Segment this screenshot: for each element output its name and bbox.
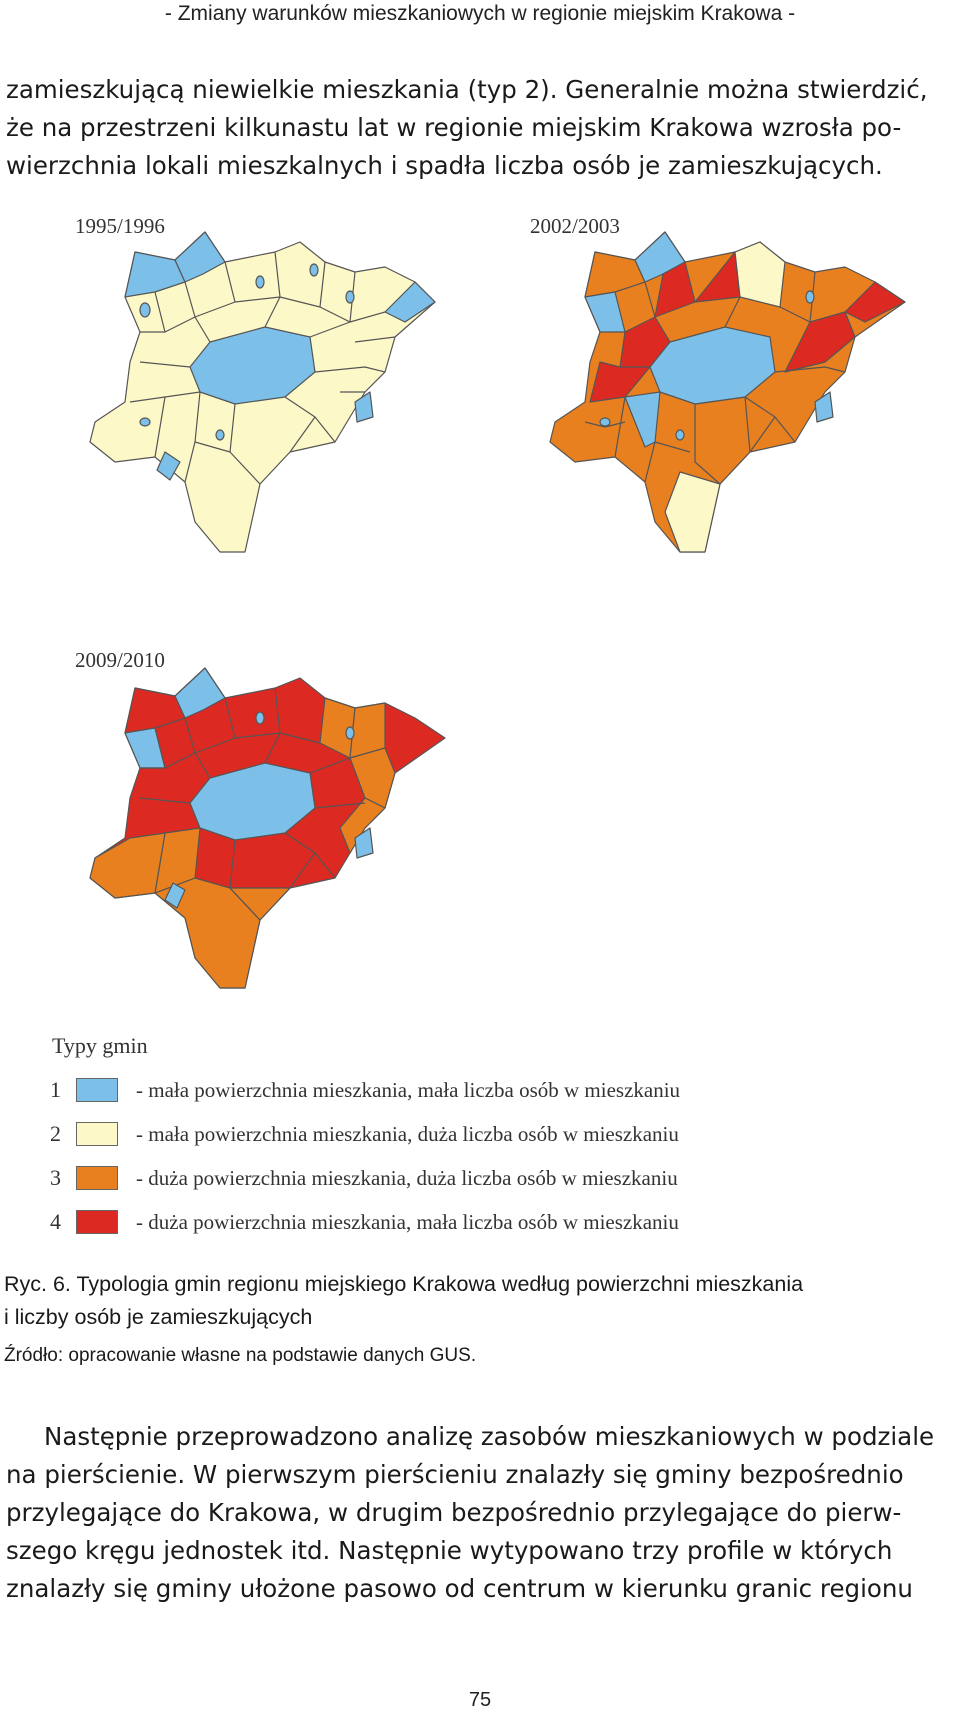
legend-number: 2 — [50, 1121, 61, 1146]
paragraph-line: na pierścienie. W pierwszym pierścieniu … — [6, 1460, 904, 1489]
map-label-2009: 2009/2010 — [75, 648, 165, 672]
municipality — [164, 882, 186, 909]
paragraph-line: przylegające do Krakowa, w drugim bezpoś… — [6, 1498, 902, 1527]
legend-text: - duża powierzchnia mieszkania, mała lic… — [136, 1209, 679, 1234]
figure-source: Źródło: opracowanie własne na podstawie … — [4, 1345, 477, 1366]
municipality — [174, 231, 226, 283]
municipality — [589, 361, 651, 403]
legend-item: 2 - mała powierzchnia mieszkania, duża l… — [50, 1121, 679, 1147]
legend-number: 1 — [50, 1077, 61, 1102]
page-number: 75 — [468, 1689, 492, 1711]
municipality — [124, 687, 186, 734]
municipality — [654, 261, 696, 318]
municipality — [354, 391, 374, 423]
running-header: - Zmiany warunków mieszkaniowych w regio… — [164, 2, 796, 25]
municipality — [156, 451, 181, 481]
caption-line: Ryc. 6. Typologia gmin regionu miejskieg… — [4, 1272, 804, 1296]
paragraph-top: zamieszkującą niewielkie mieszkania (typ… — [6, 71, 956, 185]
map-label-1995: 1995/1996 — [75, 214, 165, 238]
paragraph-line: Następnie przeprowadzono analizę zasobów… — [44, 1422, 935, 1451]
municipality — [89, 832, 166, 899]
figure-caption: Ryc. 6. Typologia gmin regionu miejskieg… — [4, 1268, 956, 1334]
paragraph-line: że na przestrzeni kilkunastu lat w regio… — [6, 113, 902, 142]
legend-swatch — [76, 1210, 118, 1234]
caption-line: i liczby osób je zamieszkujących — [4, 1305, 313, 1329]
legend-swatch — [76, 1078, 118, 1102]
paragraph-bottom: Następnie przeprowadzono analizę zasobów… — [6, 1418, 956, 1608]
paragraph-line: znalazły się gminy ułożone pasowo od cen… — [6, 1574, 913, 1603]
map-2002-2003 — [549, 231, 906, 553]
municipality — [734, 241, 786, 308]
legend-item: 3 - duża powierzchnia mieszkania, duża l… — [50, 1165, 678, 1191]
paragraph-line: szego kręgu jednostek itd. Następnie wyt… — [6, 1536, 893, 1565]
legend-title: Typy gmin — [52, 1033, 148, 1058]
legend-text: - mała powierzchnia mieszkania, mała lic… — [136, 1077, 681, 1102]
legend-text: - mała powierzchnia mieszkania, duża lic… — [136, 1121, 679, 1146]
map-2009-2010 — [89, 667, 446, 989]
municipality — [584, 251, 646, 298]
legend-item: 1 - mała powierzchnia mieszkania, mała l… — [50, 1077, 680, 1103]
municipality — [384, 281, 436, 323]
municipality — [124, 251, 186, 298]
paragraph-line: zamieszkującą niewielkie mieszkania (typ… — [6, 75, 928, 104]
map-1995-1996 — [89, 231, 436, 553]
municipality — [154, 877, 261, 989]
municipality — [354, 827, 374, 859]
legend-swatch — [76, 1166, 118, 1190]
municipality — [174, 667, 226, 719]
paragraph-line: wierzchnia lokali mieszkalnych i spadła … — [6, 151, 883, 180]
municipality — [349, 747, 396, 809]
legend-number: 4 — [50, 1209, 61, 1234]
municipality — [229, 887, 291, 921]
municipality — [814, 391, 834, 423]
legend-text: - duża powierzchnia mieszkania, duża lic… — [136, 1165, 678, 1190]
municipality — [844, 281, 906, 323]
map-label-2002: 2002/2003 — [530, 214, 620, 238]
legend-item: 4 - duża powierzchnia mieszkania, mała l… — [50, 1209, 679, 1235]
municipality — [784, 311, 856, 373]
municipality — [664, 471, 721, 553]
legend-number: 3 — [50, 1165, 61, 1190]
municipality — [634, 231, 686, 283]
legend-swatch — [76, 1122, 118, 1146]
